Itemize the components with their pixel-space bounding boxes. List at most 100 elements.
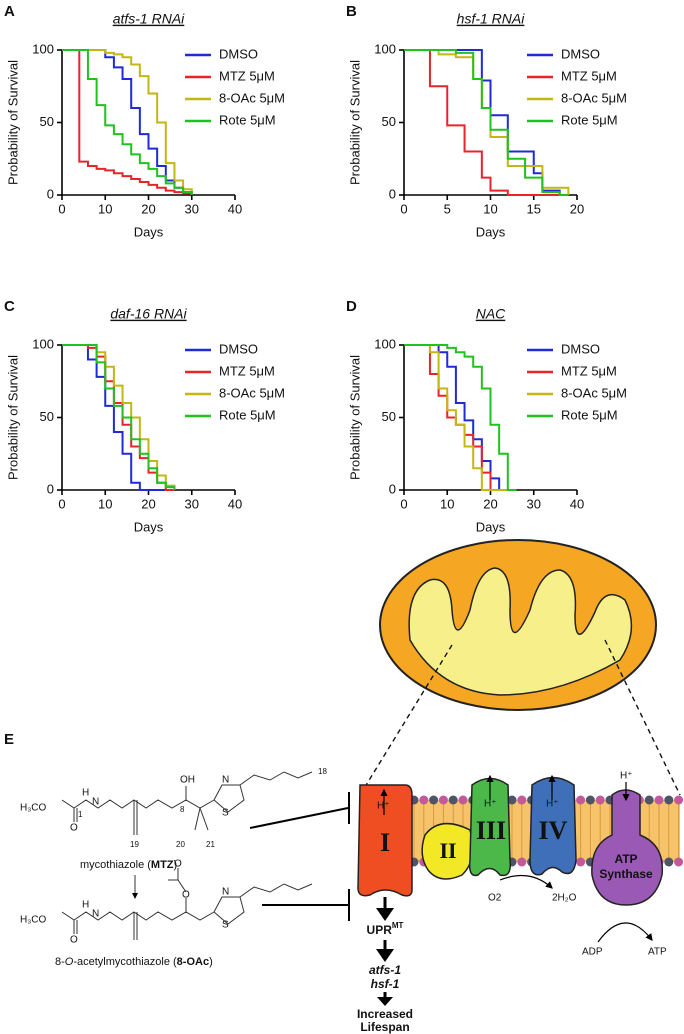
lipid-head [517,795,527,805]
x-tick-label: 0 [58,496,65,511]
lipid-head [576,795,586,805]
atom: H [82,788,89,799]
survival-curve [404,344,517,491]
legend-label: Rote 5μM [561,407,618,422]
legend-label: Rote 5μM [561,112,618,127]
x-tick-label: 10 [440,496,454,511]
atom: H [82,900,89,911]
x-tick-label: 30 [185,201,199,216]
atom-number: 1 [78,810,83,819]
proton: H⁺ [484,799,497,810]
x-tick-label: 10 [98,496,112,511]
survival-curve [404,344,517,491]
gene: atfs-1 [369,963,401,977]
x-tick-label: 0 [400,201,407,216]
survival-curve [62,49,193,195]
upr-sup: MT [392,921,404,930]
name-part: 8- [55,956,65,968]
name-part: O [65,956,74,968]
name-part: -acetylmycothiazole ( [73,956,177,968]
legend-label: DMSO [219,46,258,61]
x-tick-label: 20 [483,496,497,511]
x-tick-label: 0 [400,496,407,511]
chart-title: NAC [476,306,506,322]
x-tick-label: 5 [444,201,451,216]
x-tick-label: 30 [527,496,541,511]
compound-name: 8-O-acetylmycothiazole (8-OAc) [55,956,213,968]
complex-label: III [476,816,506,845]
chart-title: atfs-1 RNAi [113,11,185,27]
atom: N [92,909,99,920]
legend-label: DMSO [219,341,258,356]
name-part: mycothiazole ( [80,859,151,871]
mitochondrion [359,539,681,796]
y-axis-label: Probability of Survival [347,60,362,185]
x-tick-label: 20 [570,201,584,216]
y-tick-label: 50 [40,114,54,129]
survival-curve [62,344,176,490]
lipid-head [654,795,664,805]
name-part: 8-OAc [177,956,209,968]
complex-label: IV [539,816,568,845]
atom: N [92,797,99,808]
lipid-head [664,857,674,867]
survival-curve [62,49,193,195]
survival-curve [404,49,569,196]
x-tick-label: 10 [98,201,112,216]
oac-structure [61,868,313,940]
atom: O [70,935,78,946]
atp-synthase: ATP Synthase H⁺ [591,771,664,906]
chart-title: hsf-1 RNAi [457,11,526,27]
complex-iii: III H⁺ [468,774,512,877]
lipid-head [674,795,684,805]
y-tick-label: 100 [32,41,54,56]
complex-label: II [439,838,456,863]
compound-name: mycothiazole (MTZ) [80,859,177,871]
panel-e: E I H⁺ II III H⁺ IV H⁺ ATP Synthase H⁺ O… [4,539,684,1034]
y-axis-label: Probability of Survival [347,355,362,480]
lipid-head [458,795,468,805]
atom: N [222,887,229,898]
x-tick-label: 20 [141,496,155,511]
atom: O [174,859,182,870]
lipid-head [664,795,674,805]
lipid-head [674,857,684,867]
x-tick-label: 0 [58,201,65,216]
x-tick-label: 15 [527,201,541,216]
proton: H⁺ [620,771,633,782]
atom: N [222,775,229,786]
x-tick-label: 40 [570,496,584,511]
atom: O [70,823,78,834]
y-tick-label: 0 [389,481,396,496]
oac-atoms: H₃CO O H N O O N S 8-O-acetylmycothiazol… [20,859,229,968]
legend-label: 8-OAc 5μM [219,90,285,105]
survival-curve [62,49,193,195]
lipid-head [644,795,654,805]
lipid-head [517,857,527,867]
legend-label: MTZ 5μM [561,68,617,83]
y-tick-label: 0 [389,186,396,201]
survival-curve [404,49,569,196]
panel-label: A [4,3,15,20]
lipid-head [419,795,429,805]
mtz-atoms: H₃CO O H N 1 OH 8 N S 18 19 20 21 mycoth… [20,767,327,871]
legend-label: 8-OAc 5μM [219,385,285,400]
survival-curve [404,344,517,491]
y-tick-label: 100 [32,336,54,351]
lipid-head [507,795,517,805]
pathway: UPRMT atfs-1 hsf-1 Increased Lifespan [357,897,413,1034]
oxygen: O2 [488,893,502,904]
x-tick-label: 40 [228,496,242,511]
complex-iv: IV H⁺ [529,774,577,876]
y-tick-label: 50 [382,114,396,129]
atom-number: 20 [176,840,185,849]
legend-label: Rote 5μM [219,407,276,422]
chart-title: daf-16 RNAi [110,306,187,322]
y-tick-label: 100 [374,336,396,351]
outcome: Lifespan [360,1020,409,1034]
survival-curve [404,49,570,195]
lipid-head [438,795,448,805]
